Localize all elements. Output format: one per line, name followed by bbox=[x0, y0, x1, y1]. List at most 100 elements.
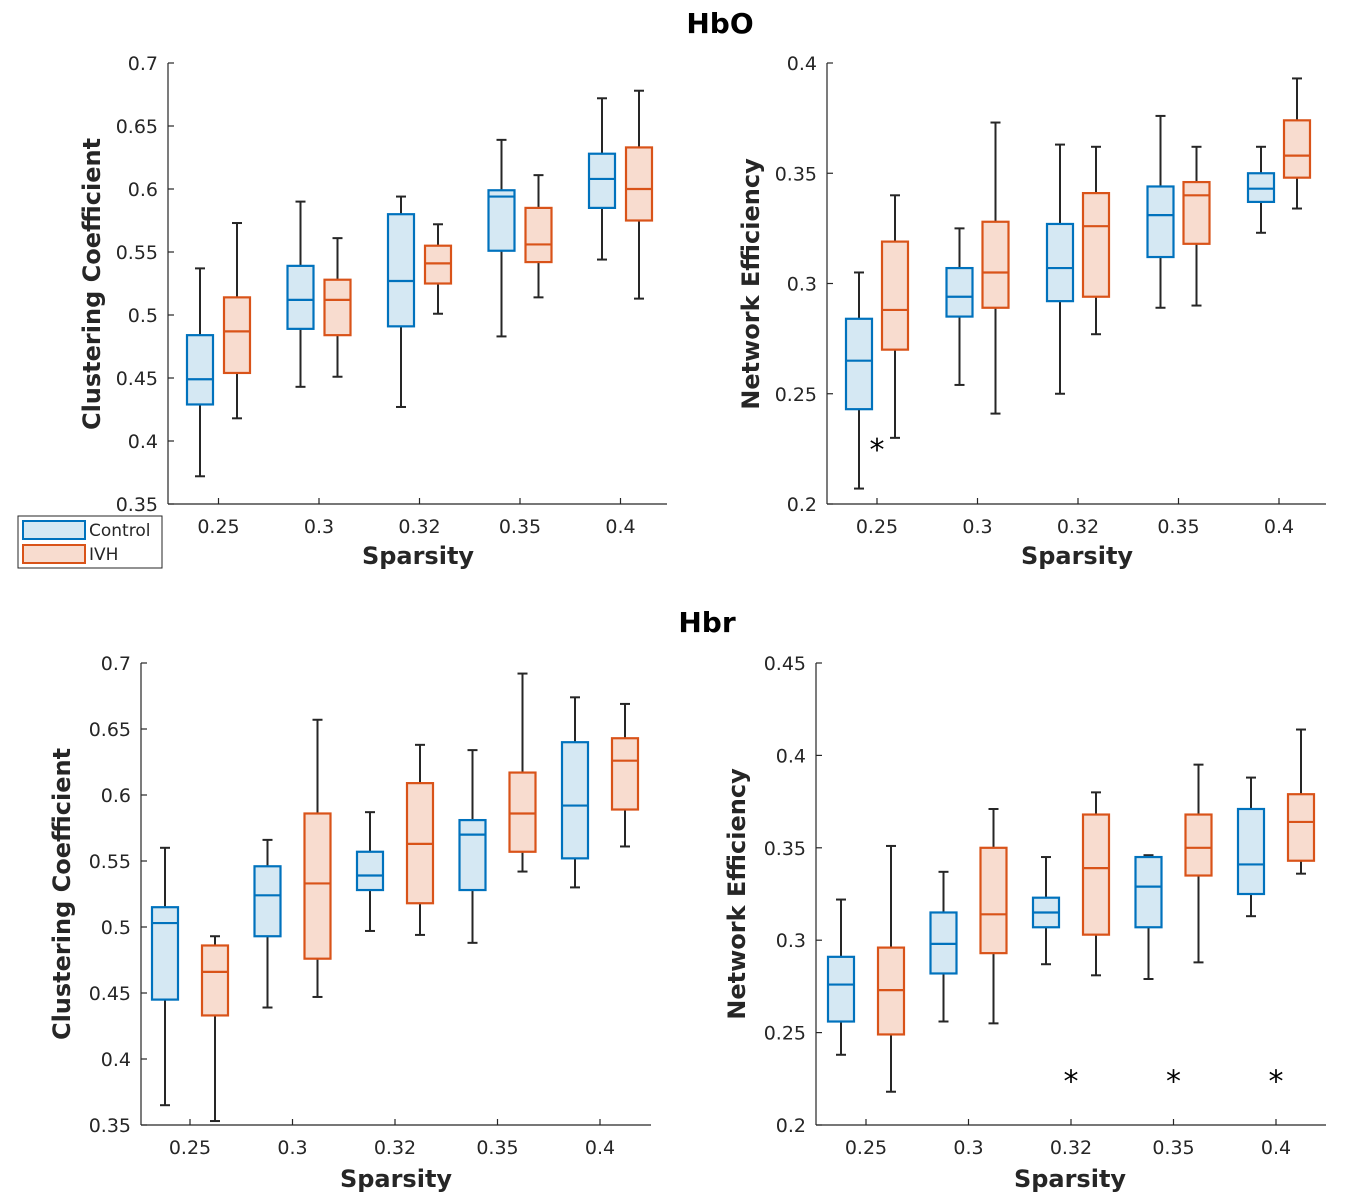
y-tick-label: 0.6 bbox=[101, 785, 131, 807]
box-control-0.25 bbox=[150, 846, 180, 1107]
box-ivh-0.4 bbox=[610, 702, 640, 848]
y-tick-label: 0.3 bbox=[787, 274, 817, 296]
iqr-box bbox=[1081, 191, 1111, 298]
y-tick-label: 0.35 bbox=[89, 1115, 131, 1137]
y-tick-label: 0.3 bbox=[776, 930, 806, 952]
x-tick-label: 0.35 bbox=[1152, 1137, 1194, 1159]
y-tick-label: 0.35 bbox=[764, 838, 806, 860]
box-ivh-0.35 bbox=[508, 672, 537, 873]
iqr-box bbox=[1146, 185, 1175, 259]
y-tick-label: 0.4 bbox=[128, 431, 158, 453]
box-control-0.32 bbox=[386, 195, 416, 408]
x-tick-label: 0.32 bbox=[1057, 516, 1099, 538]
box-control-0.32 bbox=[355, 811, 385, 932]
section-title-hbo: HbO bbox=[686, 7, 753, 40]
section-title-hbr: Hbr bbox=[678, 606, 735, 639]
x-tick-label: 0.25 bbox=[169, 1137, 211, 1159]
x-tick-label: 0.32 bbox=[1050, 1137, 1092, 1159]
iqr-box bbox=[323, 278, 352, 337]
y-axis-label: Network Efficiency bbox=[737, 158, 765, 410]
iqr-box bbox=[880, 240, 910, 351]
iqr-box bbox=[200, 944, 230, 1017]
box-control-0.35 bbox=[458, 749, 487, 944]
significance-marker: * bbox=[870, 433, 885, 468]
iqr-box bbox=[508, 771, 537, 853]
boxplot-hbr-efficiency: 0.20.250.30.350.40.450.25 0.3 0.32 0.35 0.4 … bbox=[723, 653, 1326, 1193]
x-tick-label: 0.3 bbox=[962, 516, 992, 538]
significance-marker: * bbox=[1064, 1065, 1079, 1100]
legend: Control IVH bbox=[17, 515, 163, 569]
box-ivh-0.32 bbox=[405, 743, 435, 936]
y-axis-label: Clustering Coefficient bbox=[48, 748, 76, 1040]
box-control-0.4 bbox=[1236, 776, 1266, 918]
iqr-box bbox=[222, 296, 252, 375]
x-axis-label: Sparsity bbox=[340, 1165, 452, 1193]
x-axis-label: Sparsity bbox=[1014, 1165, 1126, 1193]
box-ivh-0.25 bbox=[876, 844, 906, 1093]
iqr-box bbox=[587, 152, 617, 210]
x-tick-label: 0.35 bbox=[499, 516, 541, 538]
y-tick-label: 0.45 bbox=[89, 983, 131, 1005]
box-control-0.4 bbox=[560, 696, 590, 889]
iqr-box bbox=[981, 220, 1010, 309]
iqr-box bbox=[253, 865, 282, 938]
legend-swatch-control bbox=[22, 520, 86, 540]
iqr-box bbox=[610, 737, 640, 811]
boxes-hbo-clustering bbox=[185, 89, 654, 478]
iqr-box bbox=[1184, 813, 1213, 877]
box-ivh-0.32 bbox=[1081, 791, 1111, 977]
box-ivh-0.3 bbox=[323, 237, 352, 378]
iqr-box bbox=[458, 818, 487, 892]
significance-marker: * bbox=[1166, 1065, 1181, 1100]
iqr-box bbox=[355, 850, 385, 892]
y-tick-label: 0.25 bbox=[775, 384, 817, 406]
x-tick-label: 0.35 bbox=[1157, 516, 1199, 538]
y-tick-label: 0.5 bbox=[128, 305, 158, 327]
significance-marker: * bbox=[1269, 1065, 1284, 1100]
box-control-0.3 bbox=[253, 838, 282, 1009]
iqr-box bbox=[624, 146, 654, 222]
y-tick-label: 0.35 bbox=[116, 494, 158, 516]
box-ivh-0.25 bbox=[200, 935, 230, 1123]
iqr-box bbox=[185, 334, 215, 406]
iqr-box bbox=[1134, 855, 1163, 929]
y-tick-label: 0.5 bbox=[101, 917, 131, 939]
legend-swatch-ivh bbox=[22, 544, 86, 564]
legend-label-control: Control bbox=[89, 521, 150, 541]
iqr-box bbox=[1286, 793, 1316, 862]
box-control-0.35 bbox=[1134, 854, 1163, 981]
box-ivh-0.32 bbox=[1081, 145, 1111, 336]
box-control-0.4 bbox=[587, 97, 617, 261]
x-tick-label: 0.4 bbox=[1264, 516, 1294, 538]
y-tick-label: 0.35 bbox=[775, 163, 817, 185]
boxes-hbr-efficiency: * * * bbox=[826, 728, 1316, 1100]
y-tick-label: 0.2 bbox=[787, 494, 817, 516]
box-ivh-0.35 bbox=[1182, 145, 1211, 307]
y-tick-label: 0.55 bbox=[116, 242, 158, 264]
x-tick-label: 0.3 bbox=[304, 516, 334, 538]
x-tick-label: 0.4 bbox=[605, 516, 635, 538]
x-axis-label: Sparsity bbox=[362, 542, 474, 570]
iqr-box bbox=[1081, 813, 1111, 936]
axes-hbr-clustering: 0.35 0.4 0.45 0.5 0.55 0.6 0.65 0.7 0.25 0.3 0.32 0… bbox=[89, 653, 651, 1159]
iqr-box bbox=[150, 906, 180, 1001]
iqr-box bbox=[844, 317, 874, 411]
y-tick-label: 0.7 bbox=[101, 653, 131, 675]
iqr-box bbox=[1246, 172, 1276, 204]
iqr-box bbox=[826, 955, 856, 1023]
iqr-box bbox=[487, 189, 516, 252]
box-control-0.4 bbox=[1246, 145, 1276, 234]
y-tick-label: 0.65 bbox=[116, 116, 158, 138]
x-tick-label: 0.3 bbox=[277, 1137, 307, 1159]
x-axis-label: Sparsity bbox=[1021, 542, 1133, 570]
x-tick-label: 0.32 bbox=[398, 516, 440, 538]
box-ivh-0.4 bbox=[624, 89, 654, 300]
box-control-0.3 bbox=[286, 200, 315, 388]
iqr-box bbox=[423, 244, 453, 285]
box-control-0.3 bbox=[945, 227, 974, 386]
iqr-box bbox=[945, 266, 974, 318]
iqr-box bbox=[1236, 807, 1266, 896]
x-tick-label: 0.32 bbox=[374, 1137, 416, 1159]
x-tick-label: 0.25 bbox=[845, 1137, 887, 1159]
